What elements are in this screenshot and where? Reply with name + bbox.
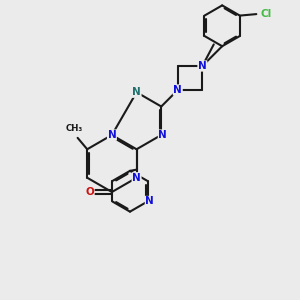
Text: N: N — [132, 173, 141, 183]
Text: O: O — [85, 187, 94, 197]
Text: N: N — [146, 196, 154, 206]
Text: N: N — [198, 61, 207, 71]
Text: N: N — [132, 87, 141, 97]
Text: H: H — [133, 87, 140, 96]
Text: N: N — [173, 85, 182, 95]
Text: Cl: Cl — [260, 9, 272, 19]
Text: N: N — [107, 130, 116, 140]
Text: CH₃: CH₃ — [66, 124, 83, 133]
Text: N: N — [158, 130, 167, 140]
